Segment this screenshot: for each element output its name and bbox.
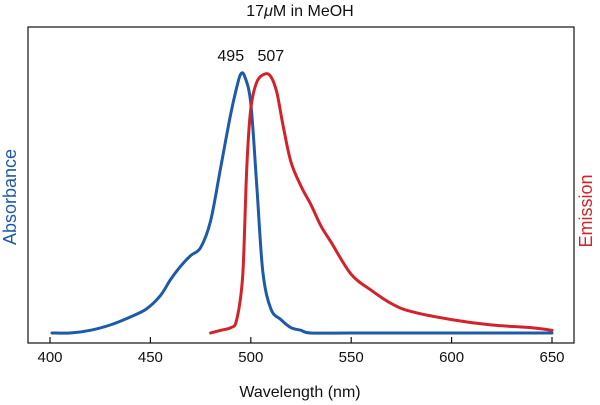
x-tick-label-500: 500 bbox=[238, 349, 263, 366]
plot-frame bbox=[27, 26, 575, 344]
x-tick-label-400: 400 bbox=[37, 349, 62, 366]
peak-label-507: 507 bbox=[258, 48, 285, 65]
x-tick-label-600: 600 bbox=[439, 349, 464, 366]
x-tick-label-650: 650 bbox=[539, 349, 564, 366]
y-axis-label-right: Emission bbox=[576, 174, 596, 247]
series-line-absorbance bbox=[50, 71, 554, 335]
y-axis-label-left: Absorbance bbox=[0, 149, 20, 245]
x-axis-label: Wavelength (nm) bbox=[239, 384, 360, 401]
series-layer bbox=[50, 71, 554, 335]
x-axis-tick-labels: 400 450 500 550 600 650 bbox=[37, 349, 564, 366]
chart-title: 17μM in MeOH bbox=[246, 3, 353, 20]
title-part-number: 17 bbox=[246, 3, 264, 20]
x-axis-ticks bbox=[49, 337, 553, 343]
peak-label-495: 495 bbox=[217, 48, 244, 65]
x-tick-label-550: 550 bbox=[339, 349, 364, 366]
title-part-rest: M in MeOH bbox=[273, 3, 354, 20]
series-line-emission bbox=[209, 72, 554, 335]
x-tick-label-450: 450 bbox=[138, 349, 163, 366]
peak-annotations: 495 507 bbox=[217, 48, 284, 65]
title-part-mu: μ bbox=[263, 3, 273, 20]
